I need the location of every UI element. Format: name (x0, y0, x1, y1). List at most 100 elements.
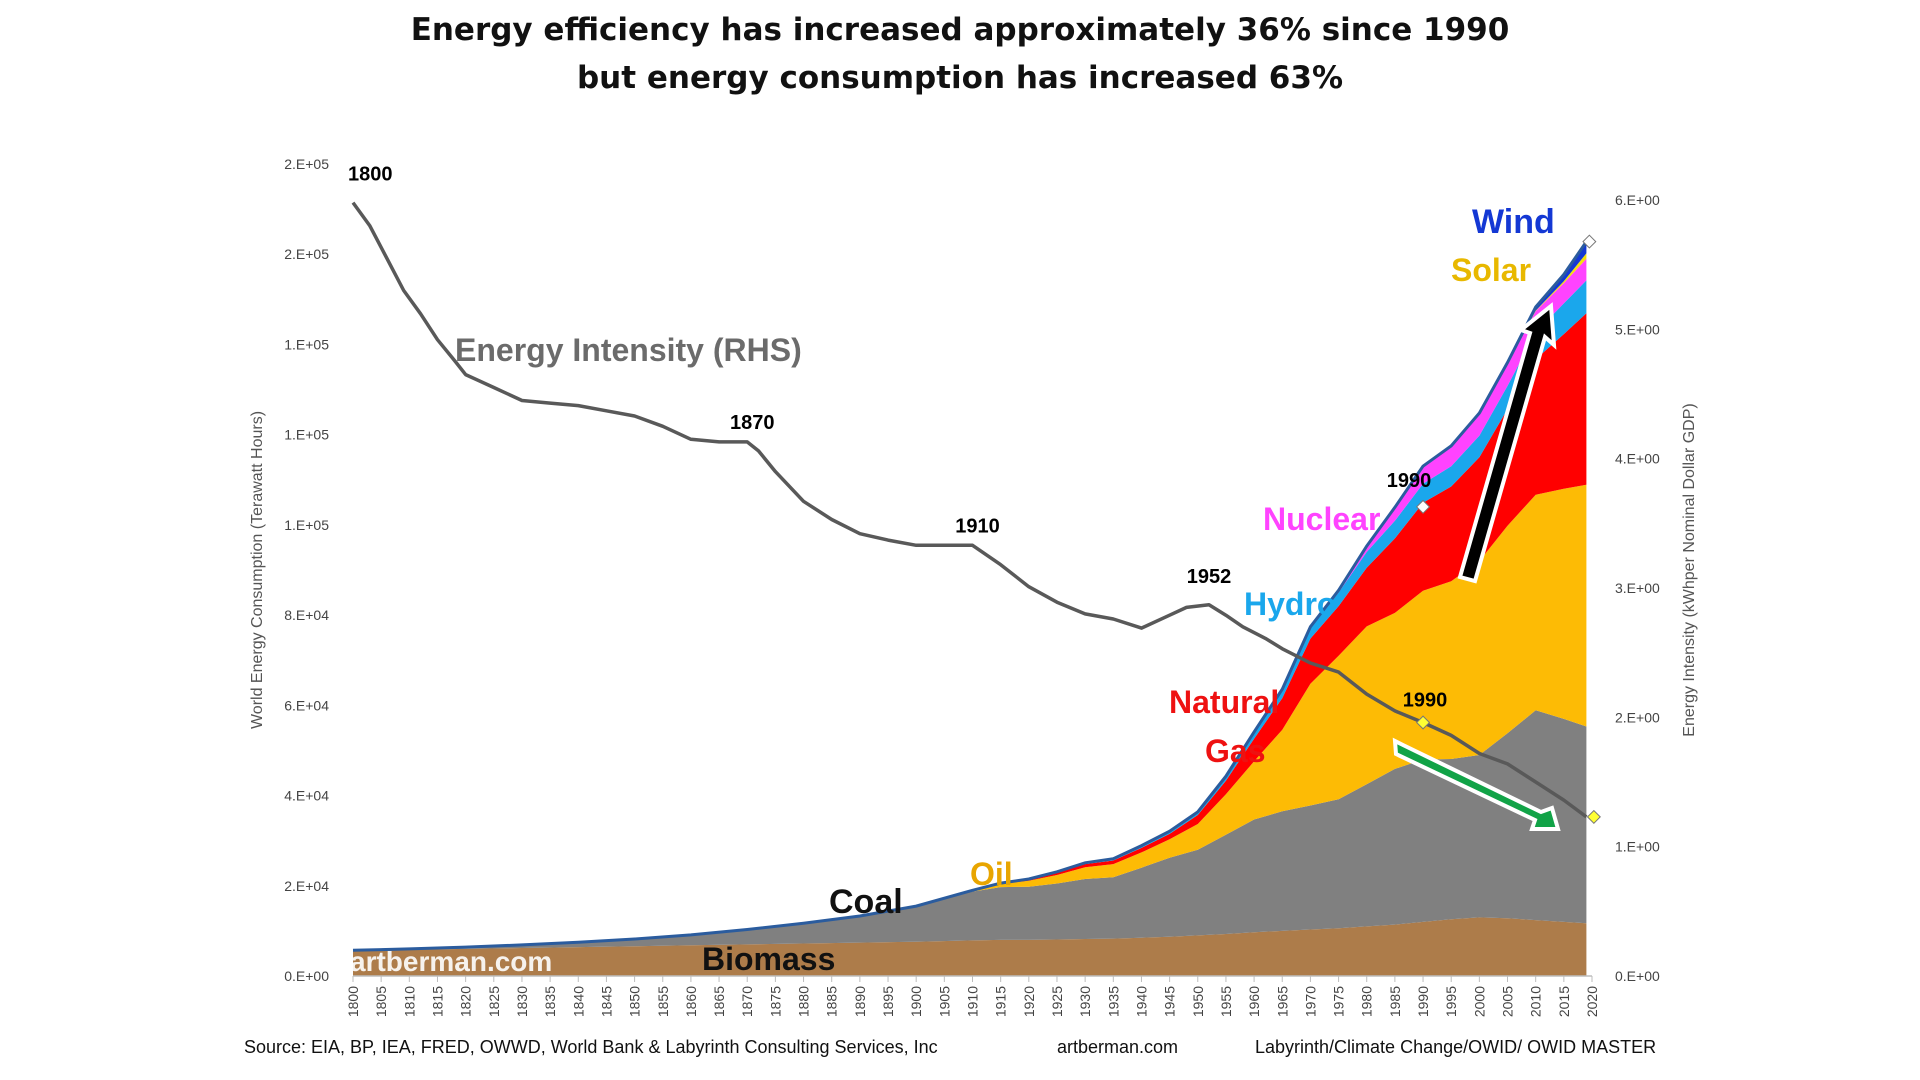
y-tick-label: 2.E+04 (284, 878, 329, 894)
x-tick-label: 1945 (1162, 986, 1178, 1017)
x-tick-label: 1810 (401, 986, 417, 1017)
intensity-label: Energy Intensity (RHS) (455, 332, 802, 368)
x-tick-label: 1985 (1387, 986, 1403, 1017)
area-oil (353, 484, 1587, 951)
year-label: 1990 (1387, 470, 1432, 492)
site-credit: artberman.com (1057, 1037, 1179, 1057)
natural-gas-label-2: Gas (1205, 733, 1265, 769)
x-tick-label: 1955 (1218, 986, 1234, 1017)
x-tick-label: 1870 (739, 986, 755, 1017)
y2-tick-label: 2.E+00 (1615, 709, 1660, 725)
x-tick-label: 1800 (345, 986, 361, 1017)
wind-label: Wind (1472, 203, 1555, 241)
intensity-line (351, 201, 1588, 819)
annotations: Energy Intensity (RHS) Wind Solar Nuclea… (350, 203, 1555, 977)
x-tick-label: 1885 (824, 986, 840, 1017)
year-label: 1952 (1187, 566, 1232, 588)
x-tick-label: 1805 (373, 986, 389, 1017)
y-tick-label: 0.E+00 (284, 968, 329, 984)
x-tick-label: 1815 (429, 986, 445, 1017)
x-tick-label: 1990 (1415, 986, 1431, 1017)
title-line-2: but energy consumption has increased 63% (576, 60, 1344, 96)
watermark: artberman.com (350, 946, 552, 977)
end-marker-intensity (1586, 809, 1601, 824)
x-tick-label: 2015 (1556, 986, 1572, 1017)
solar-label: Solar (1451, 252, 1531, 288)
y2-tick-label: 4.E+00 (1615, 451, 1660, 467)
green-down-arrow (1392, 737, 1561, 831)
x-tick-label: 1820 (458, 986, 474, 1017)
total-outline (352, 240, 1588, 952)
end-marker-total (1582, 234, 1597, 249)
x-tick-label: 1875 (767, 986, 783, 1017)
natural-gas-label-1: Natural (1169, 684, 1279, 720)
chart-title: Energy efficiency has increased approxim… (0, 6, 1920, 102)
x-tick-label: 1895 (880, 986, 896, 1017)
black-up-arrow (1457, 302, 1557, 584)
x-tick-label: 1905 (936, 986, 952, 1017)
y2-tick-label: 5.E+00 (1615, 321, 1660, 337)
y-tick-label: 1.E+05 (284, 517, 329, 533)
x-tick-label: 1850 (627, 986, 643, 1017)
chart-footer: Source: EIA, BP, IEA, FRED, OWWD, World … (0, 1037, 1920, 1067)
area-natural-gas (353, 313, 1587, 951)
x-tick-label: 1880 (796, 986, 812, 1017)
x-tick-label: 1975 (1331, 986, 1347, 1017)
y2-tick-label: 3.E+00 (1615, 580, 1660, 596)
point-marker (1415, 715, 1431, 730)
x-tick-label: 1925 (1049, 986, 1065, 1017)
x-tick-label: 1940 (1133, 986, 1149, 1017)
x-tick-label: 1935 (1105, 986, 1121, 1017)
x-tick-label: 1995 (1443, 986, 1459, 1017)
x-tick-label: 1965 (1274, 986, 1290, 1017)
oil-label: Oil (970, 856, 1013, 892)
x-tick-label: 2005 (1500, 986, 1516, 1017)
area-coal (353, 710, 1587, 951)
title-line-1: Energy efficiency has increased approxim… (410, 12, 1510, 48)
axes: 1800 1805 1810 1815 1820 1825 1830 1835 1840 1845… (249, 156, 1698, 1017)
x-tick-label: 1960 (1246, 986, 1262, 1017)
trend-arrows (1392, 302, 1561, 831)
stacked-areas (352, 240, 1588, 976)
x-tick-label: 1860 (683, 986, 699, 1017)
year-label: 1870 (730, 412, 775, 434)
x-tick-label: 2020 (1584, 986, 1600, 1017)
y-tick-label: 2.E+05 (284, 156, 329, 172)
y-tick-label: 1.E+05 (284, 336, 329, 352)
y-tick-label: 1.E+05 (284, 427, 329, 443)
y-tick-label: 4.E+04 (284, 788, 329, 804)
y2-tick-label: 0.E+00 (1615, 968, 1660, 984)
x-tick-label: 1970 (1302, 986, 1318, 1017)
x-tick-label: 1865 (711, 986, 727, 1017)
source-note: Source: EIA, BP, IEA, FRED, OWWD, World … (244, 1037, 938, 1057)
y2-tick-label: 1.E+00 (1615, 839, 1660, 855)
x-tick-label: 1855 (655, 986, 671, 1017)
y-tick-label: 8.E+04 (284, 607, 329, 623)
coal-label: Coal (829, 883, 903, 921)
x-tick-label: 1910 (965, 986, 981, 1017)
x-tick-label: 1845 (598, 986, 614, 1017)
x-tick-label: 1825 (486, 986, 502, 1017)
year-label: 1910 (955, 515, 1000, 537)
x-tick-label: 2010 (1528, 986, 1544, 1017)
year-label: 1800 (348, 164, 393, 186)
x-tick-label: 1840 (570, 986, 586, 1017)
hydro-label: Hydro (1244, 586, 1336, 622)
y-axis-title: World Energy Consumption (Terawatt Hours… (249, 411, 266, 729)
point-marker (1415, 499, 1431, 514)
x-tick-label: 1950 (1190, 986, 1206, 1017)
y-tick-label: 6.E+04 (284, 697, 329, 713)
x-tick-label: 1915 (993, 986, 1009, 1017)
y2-axis-title: Energy Intensity (kWhper Nominal Dollar … (1681, 403, 1698, 736)
nuclear-label: Nuclear (1263, 501, 1380, 537)
x-tick-label: 1835 (542, 986, 558, 1017)
x-tick-label: 1980 (1359, 986, 1375, 1017)
x-tick-label: 1830 (514, 986, 530, 1017)
x-tick-label: 1930 (1077, 986, 1093, 1017)
y-tick-label: 2.E+05 (284, 246, 329, 262)
biomass-label: Biomass (702, 941, 835, 977)
area-biomass (353, 917, 1587, 976)
year-label: 1990 (1403, 690, 1448, 712)
x-tick-label: 2000 (1471, 986, 1487, 1017)
